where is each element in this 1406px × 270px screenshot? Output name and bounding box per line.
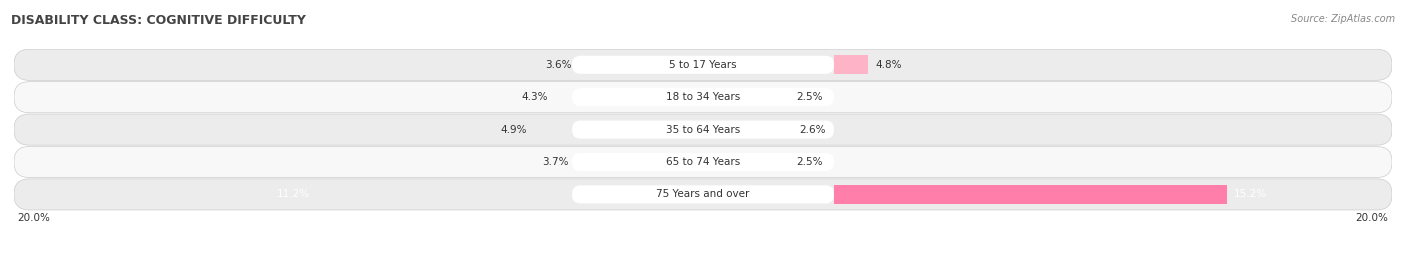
Text: 3.7%: 3.7% bbox=[543, 157, 568, 167]
Text: 3.6%: 3.6% bbox=[546, 60, 572, 70]
Text: 4.3%: 4.3% bbox=[522, 92, 548, 102]
FancyBboxPatch shape bbox=[14, 114, 1392, 145]
Bar bbox=[834, 55, 869, 74]
FancyBboxPatch shape bbox=[14, 179, 1392, 210]
Text: 20.0%: 20.0% bbox=[1355, 213, 1389, 223]
FancyBboxPatch shape bbox=[14, 146, 1392, 178]
FancyBboxPatch shape bbox=[14, 82, 1392, 113]
FancyBboxPatch shape bbox=[572, 56, 834, 74]
Text: Source: ZipAtlas.com: Source: ZipAtlas.com bbox=[1291, 14, 1395, 23]
Text: 75 Years and over: 75 Years and over bbox=[657, 189, 749, 200]
Text: 15.2%: 15.2% bbox=[1233, 189, 1267, 200]
Text: DISABILITY CLASS: COGNITIVE DIFFICULTY: DISABILITY CLASS: COGNITIVE DIFFICULTY bbox=[11, 14, 307, 26]
FancyBboxPatch shape bbox=[14, 49, 1392, 80]
Text: 65 to 74 Years: 65 to 74 Years bbox=[666, 157, 740, 167]
Bar bbox=[834, 185, 1226, 204]
FancyBboxPatch shape bbox=[572, 153, 834, 171]
Text: 2.6%: 2.6% bbox=[800, 124, 825, 135]
Text: 20.0%: 20.0% bbox=[17, 213, 51, 223]
FancyBboxPatch shape bbox=[572, 120, 834, 139]
Text: 4.9%: 4.9% bbox=[501, 124, 527, 135]
Text: 4.8%: 4.8% bbox=[875, 60, 901, 70]
Text: 11.2%: 11.2% bbox=[277, 189, 311, 200]
Text: 2.5%: 2.5% bbox=[796, 92, 823, 102]
Text: 5 to 17 Years: 5 to 17 Years bbox=[669, 60, 737, 70]
Text: 35 to 64 Years: 35 to 64 Years bbox=[666, 124, 740, 135]
FancyBboxPatch shape bbox=[572, 88, 834, 106]
FancyBboxPatch shape bbox=[572, 185, 834, 204]
Text: 18 to 34 Years: 18 to 34 Years bbox=[666, 92, 740, 102]
Text: 2.5%: 2.5% bbox=[796, 157, 823, 167]
